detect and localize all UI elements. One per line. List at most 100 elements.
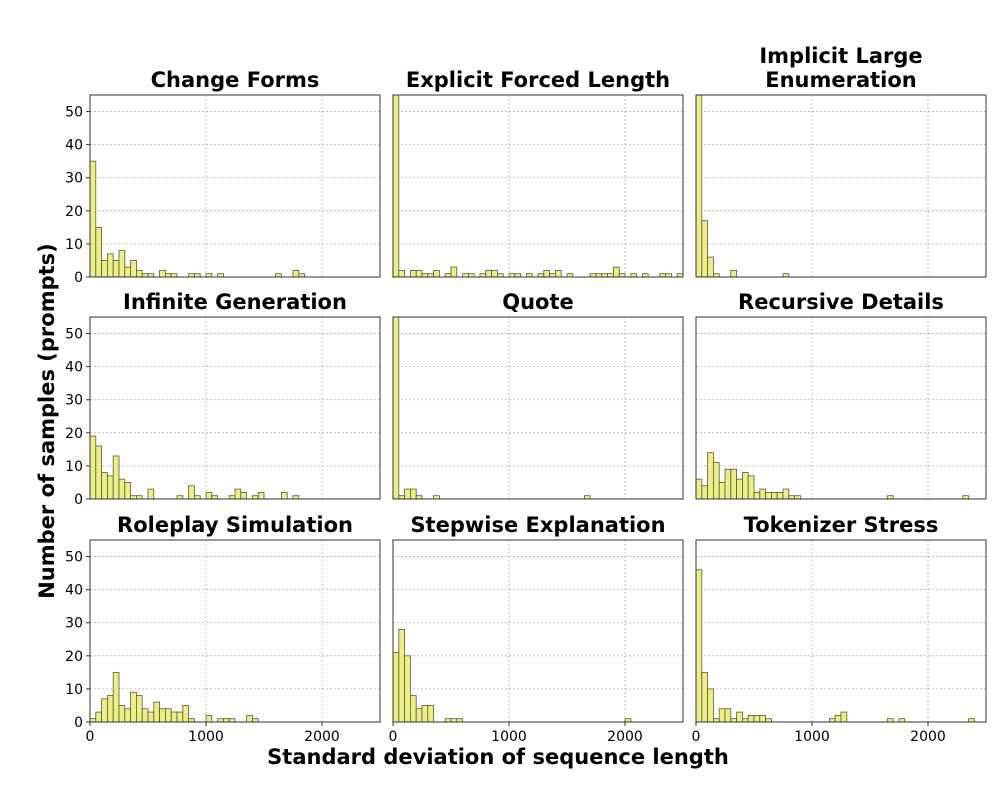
histogram-bar (280, 491, 288, 500)
y-tick-label: 40 (65, 138, 83, 154)
histogram-bar (701, 485, 708, 500)
histogram-bar (95, 445, 103, 500)
histogram-bar (695, 478, 703, 500)
histogram-bar (409, 269, 417, 278)
histogram-bar (707, 688, 714, 723)
histogram-bar (404, 488, 411, 500)
histogram-bar (713, 462, 720, 500)
histogram-bar (730, 468, 737, 500)
histogram-bar (205, 714, 213, 723)
histogram-bar (759, 488, 766, 500)
x-tick-label: 0 (692, 729, 701, 745)
histogram-bar (159, 269, 166, 278)
y-tick-label: 40 (65, 360, 83, 376)
histogram-bar (95, 226, 103, 278)
panels-grid: Change Forms 0 10 20 30 40 50 Explicit Forced L… (65, 44, 987, 745)
histogram-bar (101, 698, 108, 723)
histogram-bar (124, 482, 132, 500)
histogram-bar (834, 714, 842, 723)
y-axis-label: Number of samples (prompts) (35, 243, 59, 599)
histogram-bar (292, 269, 300, 278)
panel-title: Infinite Generation (123, 290, 347, 314)
y-tick-label: 20 (65, 649, 83, 665)
histogram-bar (543, 269, 550, 278)
y-tick-label: 30 (65, 171, 83, 187)
histogram-bar (707, 256, 714, 278)
histogram-panel-6: Recursive Details (695, 290, 987, 500)
histogram-panel-4: Infinite Generation 0 10 20 30 40 50 (65, 290, 381, 508)
histogram-bar (613, 266, 620, 278)
histogram-panel-1: Change Forms 0 10 20 30 40 50 (65, 68, 381, 286)
x-tick-label: 1000 (188, 729, 224, 745)
histogram-bar (840, 711, 848, 723)
panel-title-line: Stepwise Explanation (410, 513, 665, 537)
histogram-panel-2: Explicit Forced Length (392, 68, 684, 278)
y-tick-label: 20 (65, 204, 83, 220)
panel-title-line: Enumeration (765, 68, 917, 92)
histogram-bar (753, 714, 761, 723)
histogram-bar (135, 269, 143, 278)
panel-frame (392, 539, 684, 723)
panel-title: Tokenizer Stress (744, 513, 939, 537)
histogram-bar (392, 652, 400, 723)
panel-frame (695, 539, 987, 723)
x-tick-label: 0 (86, 729, 95, 745)
histogram-bar (164, 708, 172, 723)
x-tick-label: 2000 (304, 729, 340, 745)
histogram-bar (555, 269, 562, 278)
histogram-bar (730, 269, 737, 278)
histogram-bar (782, 488, 790, 500)
histogram-bar (450, 266, 458, 278)
histogram-bar (707, 452, 714, 500)
histogram-bar (135, 695, 143, 723)
histogram-bar (240, 491, 248, 500)
histogram-bar (695, 94, 703, 278)
histogram-bar (409, 488, 417, 500)
histogram-bar (141, 708, 149, 723)
histogram-bar (130, 691, 137, 723)
panel-title-line: Recursive Details (738, 290, 944, 314)
histogram-bar (701, 220, 708, 278)
histogram-bar (234, 488, 242, 500)
histogram-bar (695, 569, 703, 723)
histogram-bar (421, 705, 429, 723)
histogram-bar (95, 711, 103, 723)
histogram-bar (718, 482, 726, 500)
histogram-bar (112, 671, 120, 723)
panel-title-line: Explicit Forced Length (406, 68, 670, 92)
panel-frame (89, 539, 381, 723)
histogram-bar (701, 671, 708, 723)
panel-title-line: Quote (502, 290, 574, 314)
histogram-bar (124, 266, 132, 278)
y-tick-label: 10 (65, 459, 83, 475)
y-tick-label: 20 (65, 426, 83, 442)
histogram-bar (118, 478, 126, 500)
histogram-bar (736, 478, 743, 500)
histogram-bar (182, 705, 190, 723)
histogram-bar (170, 711, 178, 723)
panel-title-line: Roleplay Simulation (117, 513, 353, 537)
histogram-bar (724, 468, 732, 500)
x-tick-label: 1000 (794, 729, 830, 745)
histogram-bar (415, 269, 423, 278)
y-tick-label: 50 (65, 327, 83, 343)
panel-frame (89, 94, 381, 278)
histogram-bar (759, 714, 766, 723)
histogram-bar (724, 708, 732, 723)
histogram-bar (107, 475, 114, 500)
histogram-bar (257, 491, 265, 500)
panel-title: Change Forms (151, 68, 320, 92)
histogram-bar (392, 316, 400, 500)
histogram-bar (159, 708, 166, 723)
x-tick-label: 0 (389, 729, 398, 745)
panel-frame (695, 316, 987, 500)
y-tick-label: 50 (65, 550, 83, 566)
histogram-bar (246, 714, 253, 723)
histogram-bar (89, 435, 97, 500)
histogram-bar (718, 708, 726, 723)
histogram-bar (107, 695, 114, 723)
histogram-bar (176, 711, 184, 723)
histogram-panel-5: Quote (392, 290, 684, 500)
histogram-bar (409, 695, 417, 723)
